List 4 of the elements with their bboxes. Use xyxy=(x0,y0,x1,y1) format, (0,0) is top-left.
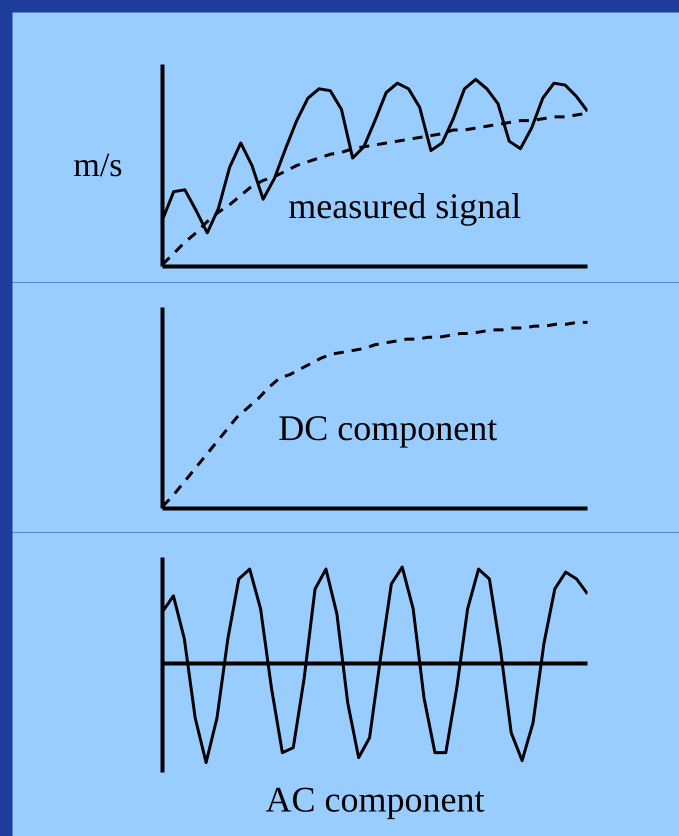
text: AC component xyxy=(266,780,484,820)
annotation: measured signal xyxy=(288,186,522,226)
annotation: DC component xyxy=(278,408,498,448)
y-axis-title: m/s xyxy=(73,147,122,184)
